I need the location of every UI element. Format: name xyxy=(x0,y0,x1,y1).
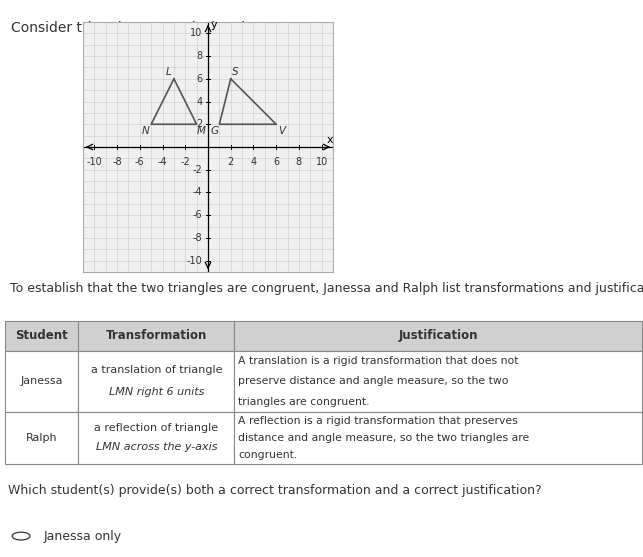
FancyBboxPatch shape xyxy=(5,321,78,350)
Text: -10: -10 xyxy=(87,157,102,167)
Text: triangles are congruent.: triangles are congruent. xyxy=(238,397,370,407)
Text: L: L xyxy=(166,66,172,76)
Text: -6: -6 xyxy=(135,157,145,167)
FancyBboxPatch shape xyxy=(234,321,642,350)
Text: 8: 8 xyxy=(296,157,302,167)
Text: 4: 4 xyxy=(250,157,257,167)
Text: a reflection of triangle: a reflection of triangle xyxy=(95,423,219,433)
FancyBboxPatch shape xyxy=(234,350,642,412)
Text: congruent.: congruent. xyxy=(238,450,297,460)
FancyBboxPatch shape xyxy=(234,412,642,463)
Text: -4: -4 xyxy=(158,157,167,167)
Text: -2: -2 xyxy=(192,165,203,175)
Text: 10: 10 xyxy=(316,157,328,167)
Text: -2: -2 xyxy=(181,157,190,167)
FancyBboxPatch shape xyxy=(78,321,234,350)
Text: -8: -8 xyxy=(113,157,122,167)
Text: 4: 4 xyxy=(196,96,203,106)
Text: 8: 8 xyxy=(196,51,203,61)
Text: and triangle: and triangle xyxy=(165,21,258,35)
Text: LMN: LMN xyxy=(135,21,165,35)
Text: V: V xyxy=(278,126,285,136)
Text: -8: -8 xyxy=(193,233,203,243)
Text: A translation is a rigid transformation that does not: A translation is a rigid transformation … xyxy=(238,356,519,366)
Text: distance and angle measure, so the two triangles are: distance and angle measure, so the two t… xyxy=(238,433,529,443)
FancyBboxPatch shape xyxy=(78,350,234,412)
FancyBboxPatch shape xyxy=(5,412,78,463)
Text: Justification: Justification xyxy=(398,329,478,343)
Text: N: N xyxy=(141,126,149,136)
Text: Janessa: Janessa xyxy=(21,376,63,386)
Text: 2: 2 xyxy=(228,157,234,167)
FancyBboxPatch shape xyxy=(5,350,78,412)
Text: a translation of triangle: a translation of triangle xyxy=(91,365,222,375)
Text: 6: 6 xyxy=(196,74,203,84)
Text: S: S xyxy=(232,66,239,76)
Text: Transformation: Transformation xyxy=(105,329,207,343)
Text: M: M xyxy=(197,126,206,136)
Text: .: . xyxy=(287,21,292,35)
Text: Which student(s) provide(s) both a correct transformation and a correct justific: Which student(s) provide(s) both a corre… xyxy=(8,485,542,497)
Text: LMN across the y-axis: LMN across the y-axis xyxy=(96,442,217,452)
Text: 6: 6 xyxy=(273,157,279,167)
FancyBboxPatch shape xyxy=(78,412,234,463)
Text: Ralph: Ralph xyxy=(26,433,58,443)
Text: preserve distance and angle measure, so the two: preserve distance and angle measure, so … xyxy=(238,376,509,386)
Text: -4: -4 xyxy=(193,188,203,197)
Text: 10: 10 xyxy=(190,28,203,38)
Text: -6: -6 xyxy=(193,210,203,220)
Text: Student: Student xyxy=(15,329,68,343)
Text: x: x xyxy=(326,135,333,145)
Text: A reflection is a rigid transformation that preserves: A reflection is a rigid transformation t… xyxy=(238,416,518,426)
Text: To establish that the two triangles are congruent, Janessa and Ralph list transf: To establish that the two triangles are … xyxy=(10,282,643,295)
Text: SGV: SGV xyxy=(258,21,287,35)
Text: -10: -10 xyxy=(186,256,203,266)
Text: Consider triangle: Consider triangle xyxy=(12,21,135,35)
Text: y: y xyxy=(210,21,217,31)
Text: LMN right 6 units: LMN right 6 units xyxy=(109,387,204,397)
Text: 2: 2 xyxy=(196,119,203,129)
Text: Janessa only: Janessa only xyxy=(43,530,122,543)
Text: G: G xyxy=(210,126,218,136)
